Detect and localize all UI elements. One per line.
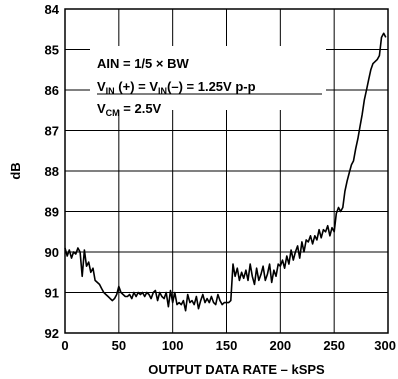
x-tick-label: 0 <box>61 338 68 353</box>
y-tick-label: 91 <box>45 286 59 301</box>
grid <box>64 8 389 334</box>
y-tick-label: 87 <box>45 124 59 139</box>
y-tick-label: 92 <box>45 326 59 341</box>
y-tick-label: 85 <box>45 43 59 58</box>
annotation-line-ain: AIN = 1/5 × BW <box>97 56 189 71</box>
plot-frame <box>64 8 389 334</box>
x-tick-label: 100 <box>162 338 184 353</box>
y-tick-label: 88 <box>45 164 59 179</box>
y-axis-title: dB <box>8 162 23 179</box>
y-tick-labels: 84 85 86 87 88 89 90 91 92 <box>45 2 60 341</box>
x-tick-label: 250 <box>323 338 345 353</box>
y-tick-label: 89 <box>45 205 59 220</box>
y-tick-label: 90 <box>45 245 59 260</box>
y-tick-label: 86 <box>45 83 59 98</box>
y-tick-label: 84 <box>45 2 60 17</box>
x-tick-label: 300 <box>374 338 396 353</box>
x-tick-labels: 0 50 100 150 200 250 300 <box>61 338 396 353</box>
annotation-line-vcm: VCM = 2.5V <box>97 101 162 118</box>
x-axis-title: OUTPUT DATA RATE – kSPS <box>148 362 325 377</box>
series-line <box>64 32 387 312</box>
x-tick-label: 200 <box>269 338 291 353</box>
x-tick-label: 50 <box>112 338 126 353</box>
annotation-background <box>90 46 326 110</box>
x-tick-label: 150 <box>216 338 238 353</box>
annotation-line-vin: VIN (+) = VIN(–) = 1.25V p-p <box>97 79 256 96</box>
